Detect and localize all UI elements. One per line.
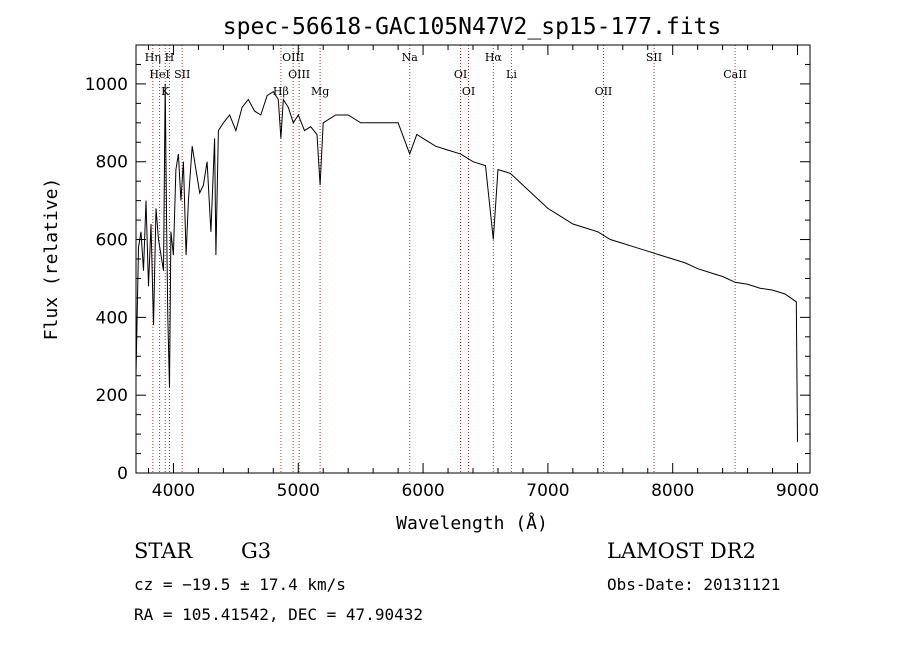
line-marker-label: Hβ [273, 85, 289, 98]
line-marker-label: H [165, 51, 175, 64]
y-axis-ticks: 0 200 400 600 800 1000 [85, 63, 810, 484]
y-axis-label: Flux (relative) [41, 178, 62, 341]
x-axis-label: Wavelength (Å) [396, 512, 548, 534]
x-tick-label: 9000 [776, 481, 819, 501]
spectral-line-labels: HηHeIKHSIIHβOIIIOIIIMgNaOIOIHαLiOIISIICa… [145, 51, 747, 98]
line-marker-label: OIII [282, 51, 304, 64]
line-marker-label: HeI [149, 68, 169, 81]
observation-date: Obs-Date: 20131121 [607, 575, 780, 594]
line-marker-label: Li [506, 68, 517, 81]
line-marker-label: OI [454, 68, 467, 81]
y-tick-label: 1000 [85, 75, 128, 95]
spectral-line-markers [152, 45, 736, 473]
line-marker-label: SII [646, 51, 662, 64]
object-class: STAR [134, 539, 193, 563]
line-marker-label: OIII [288, 68, 310, 81]
y-tick-label: 400 [96, 308, 128, 328]
chart-title: spec-56618-GAC105N47V2_sp15-177.fits [223, 14, 722, 40]
x-tick-label: 5000 [277, 481, 320, 501]
survey-name: LAMOST DR2 [607, 539, 756, 563]
x-tick-label: 7000 [526, 481, 569, 501]
redshift-velocity: cz = −19.5 ± 17.4 km/s [134, 575, 346, 594]
y-tick-label: 200 [96, 386, 128, 406]
x-tick-label: 4000 [152, 481, 195, 501]
line-marker-label: Mg [311, 85, 329, 98]
plot-frame [135, 44, 811, 474]
line-marker-label: SII [174, 68, 190, 81]
line-marker-label: OII [595, 85, 613, 98]
line-marker-label: Hη [145, 51, 161, 64]
x-axis-ticks: 4000 5000 6000 7000 8000 9000 [147, 45, 819, 501]
spectrum-line [135, 83, 798, 442]
y-tick-label: 0 [117, 464, 128, 484]
y-tick-label: 600 [96, 231, 128, 251]
line-marker-label: Hα [485, 51, 503, 64]
x-tick-label: 6000 [401, 481, 444, 501]
sky-coordinates: RA = 105.41542, DEC = 47.90432 [134, 605, 423, 624]
line-marker-label: Na [402, 51, 419, 64]
line-marker-label: CaII [723, 68, 747, 81]
line-marker-label: OI [462, 85, 475, 98]
y-tick-label: 800 [96, 153, 128, 173]
x-tick-label: 8000 [651, 481, 694, 501]
object-subclass: G3 [241, 539, 271, 563]
